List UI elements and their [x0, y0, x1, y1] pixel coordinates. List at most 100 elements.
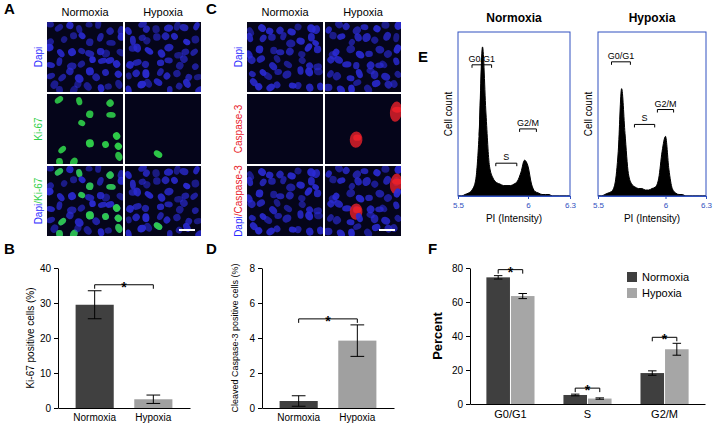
nucleus [182, 38, 191, 47]
micrograph-image [247, 166, 323, 236]
tick: Normoxia [277, 408, 320, 423]
stained-cell-core [353, 207, 361, 213]
gate-bracket [612, 62, 631, 65]
nucleus [57, 217, 67, 227]
nucleus [142, 180, 152, 190]
nucleus [91, 216, 102, 227]
column-header: Hypoxia [143, 6, 184, 18]
axis-title: Cell count [443, 92, 454, 137]
nucleus [125, 85, 133, 92]
panel-label: B [4, 240, 15, 257]
stained-nucleus [152, 149, 163, 159]
nucleus [308, 33, 315, 41]
nucleus [104, 83, 112, 90]
image-background [47, 22, 123, 92]
tick: 20 [452, 365, 470, 376]
axis: 020406080 [452, 263, 471, 410]
nucleus [268, 34, 276, 41]
tick-label: 30 [40, 298, 52, 309]
nucleus [355, 68, 364, 79]
nucleus [132, 202, 143, 211]
legend-label: Normoxia [642, 271, 690, 283]
nucleus [272, 224, 281, 233]
axis: NormoxiaHypoxia [59, 408, 191, 423]
row-label-part: Dapi [233, 47, 244, 68]
bar [76, 305, 114, 408]
stained-nucleus [77, 119, 86, 128]
error-bar [648, 371, 656, 375]
plot-frame [598, 32, 706, 196]
tick: 4 [249, 333, 262, 344]
nucleus [314, 189, 322, 197]
tick-mark [666, 196, 667, 199]
nucleus [262, 71, 273, 81]
tick-label: 0 [457, 399, 463, 410]
nucleus [257, 167, 268, 178]
tick-mark [54, 408, 58, 409]
nucleus [304, 210, 315, 222]
micrograph-image [325, 22, 401, 92]
nucleus [194, 229, 201, 236]
nucleus [273, 54, 282, 64]
axis: 5.566.3 [453, 196, 577, 210]
tick-label: G0/G1 [494, 408, 526, 420]
bar-chart: 010203040NormoxiaHypoxiaKi-67 positive c… [25, 263, 191, 423]
nucleus [283, 60, 294, 70]
panel-label: C [206, 0, 217, 17]
nucleus [53, 167, 64, 177]
gate-label: S [503, 152, 509, 162]
stained-nucleus [77, 191, 86, 200]
nucleus [262, 215, 273, 225]
nucleus [114, 79, 123, 90]
nucleus [331, 191, 341, 201]
nucleus [77, 47, 86, 56]
tick-label: 8 [249, 263, 255, 274]
nucleus [182, 182, 191, 191]
nucleus [91, 72, 102, 83]
nucleus [179, 167, 190, 176]
nucleus [258, 33, 268, 43]
row-label-part: Dapi [233, 216, 244, 237]
tick-mark [598, 196, 599, 199]
error-bar [146, 395, 160, 403]
scale-bar [379, 229, 395, 231]
nucleus [89, 200, 97, 208]
tick-mark [466, 302, 470, 303]
axis-line [58, 269, 59, 409]
nucleus [106, 184, 116, 190]
stained-nucleus [112, 203, 122, 213]
nucleus [336, 32, 346, 40]
nucleus [365, 195, 373, 202]
nucleus [162, 71, 172, 81]
gate-label: G0/G1 [608, 51, 635, 61]
nucleus [142, 168, 152, 178]
tick-mark [466, 370, 470, 371]
nucleus [77, 191, 86, 200]
nucleus [82, 81, 93, 92]
error-bar [88, 291, 102, 319]
nucleus [85, 38, 94, 47]
stained-nucleus [106, 112, 116, 118]
nucleus [132, 42, 142, 53]
nucleus [97, 83, 105, 92]
axis-line [59, 408, 191, 409]
tick-label: 0 [249, 403, 255, 414]
nucleus [105, 170, 115, 180]
nucleus [143, 78, 154, 90]
tick-mark [258, 303, 262, 304]
axis-title: Ki-67 positive cells (%) [25, 287, 36, 388]
nucleus [268, 178, 276, 185]
nucleus [57, 73, 67, 83]
gate-bracket [657, 110, 673, 113]
nucleus [142, 213, 150, 222]
nucleus [274, 212, 283, 219]
nucleus [193, 217, 201, 225]
nucleus [279, 175, 287, 185]
nucleus [392, 43, 401, 54]
histogram-chart: Normoxia5.566.3PI (Intensity)Cell countG… [443, 11, 577, 224]
nucleus [142, 69, 150, 78]
nucleus [66, 22, 75, 30]
nucleus [152, 77, 163, 87]
nucleus [295, 37, 305, 46]
axis-title: Cleaved Caspase-3 positive cells (%) [230, 263, 240, 412]
